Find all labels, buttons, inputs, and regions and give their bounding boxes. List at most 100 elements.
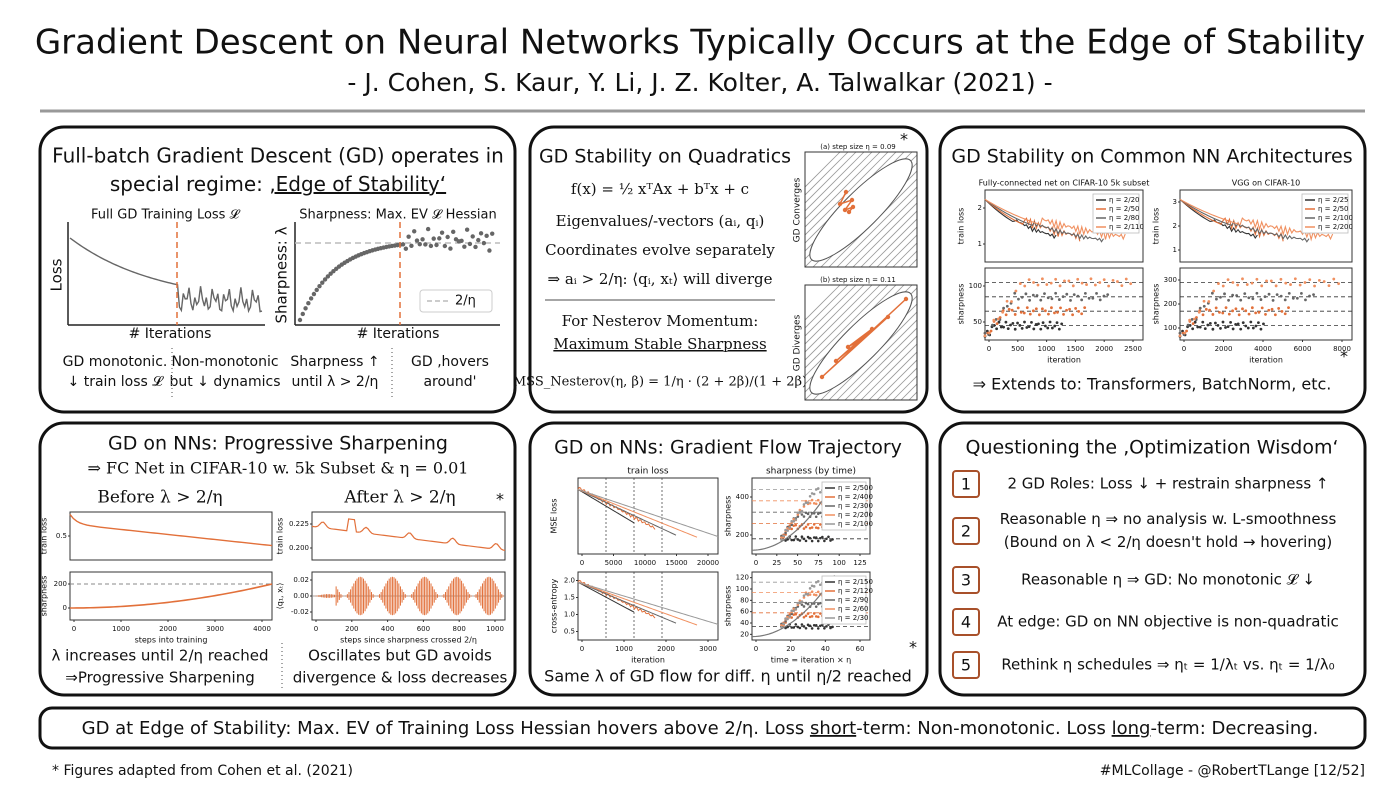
dot (1004, 313, 1008, 317)
dot (1283, 312, 1287, 316)
dot (821, 535, 824, 539)
y-tick-label: 1 (978, 240, 982, 248)
contour (836, 186, 917, 267)
legend-label: 2/η (455, 294, 476, 309)
contour (805, 152, 865, 212)
dot (792, 517, 796, 521)
dot (1234, 307, 1238, 311)
dot (1018, 282, 1022, 285)
x-tick-label: 0 (754, 645, 758, 653)
dot (1083, 291, 1087, 295)
dot (1077, 309, 1081, 313)
dot (869, 326, 875, 332)
dot (1226, 278, 1230, 282)
dot (800, 535, 804, 539)
contour (884, 234, 917, 267)
dot (297, 317, 303, 323)
dot (1270, 307, 1274, 311)
dot (1241, 307, 1244, 311)
dot (812, 523, 816, 526)
dot (792, 520, 796, 523)
dot (790, 626, 794, 629)
dot (484, 233, 489, 239)
star: * (909, 638, 917, 657)
dot (802, 615, 806, 619)
x-tick-label: 75 (814, 559, 823, 567)
y-tick-label: 0.5 (56, 532, 67, 540)
dot (784, 528, 787, 532)
contour (805, 285, 857, 337)
dot (1239, 327, 1243, 331)
dot (1210, 291, 1214, 295)
caption: GD ‚hovers (411, 354, 489, 370)
dot (1056, 311, 1059, 314)
text-line: MSS_Nesterov(η, β) = 1/η · (2 + 2β)/(1 +… (513, 375, 807, 390)
dot (819, 583, 822, 587)
dot (1206, 323, 1210, 327)
dot (1241, 321, 1245, 325)
dot (1190, 317, 1194, 321)
dot (1017, 297, 1020, 301)
y-axis-label: ⟨q₁, xₜ⟩ (276, 583, 285, 610)
dot (1283, 298, 1287, 302)
contour (836, 319, 917, 400)
dot (808, 494, 812, 498)
dot (442, 243, 448, 249)
dot (794, 612, 798, 616)
dot (428, 243, 434, 249)
caption: GD monotonic. (63, 354, 168, 370)
panel (528, 421, 929, 697)
dot (1098, 281, 1102, 284)
dot (1071, 313, 1074, 317)
dot (314, 287, 319, 293)
dot (1303, 281, 1307, 284)
dot (810, 539, 814, 543)
dot (1202, 304, 1206, 308)
y-tick-label: 200 (1164, 300, 1177, 308)
x-tick-label: 2000 (1215, 345, 1233, 353)
dot (306, 301, 311, 306)
dot (808, 615, 812, 619)
number-box (952, 517, 980, 545)
dot (476, 237, 481, 243)
dot (819, 624, 822, 628)
dot (814, 526, 818, 529)
dot (814, 580, 818, 584)
dot (843, 189, 849, 195)
dot (792, 538, 796, 542)
dot (1251, 297, 1255, 301)
x-tick-label: 125 (853, 559, 866, 567)
quadratic-plot (805, 285, 917, 400)
dot (810, 615, 814, 618)
caption: until λ > 2/η (292, 374, 379, 390)
dot (816, 627, 820, 630)
dot (790, 616, 794, 619)
dot (833, 358, 839, 364)
dot (814, 624, 818, 627)
y-tick-label: 20 (740, 630, 749, 638)
dot (816, 539, 820, 543)
dot (1267, 308, 1271, 312)
dot (1053, 324, 1057, 328)
dot (1028, 298, 1032, 302)
x-tick-label: 800 (453, 625, 466, 633)
dot (1271, 298, 1275, 302)
dot (1023, 284, 1027, 288)
dot (812, 501, 816, 505)
x-axis-label: iteration (631, 656, 665, 665)
dot (1020, 327, 1024, 330)
dot (1095, 291, 1098, 295)
dot (999, 325, 1003, 329)
legend-label: η = 2/110 (1109, 223, 1144, 231)
dot (786, 527, 789, 530)
x-tick-label: 1500 (1066, 345, 1084, 353)
dot (846, 209, 852, 215)
dot (903, 296, 909, 302)
dot (796, 538, 800, 541)
dot (1107, 284, 1111, 288)
dot (796, 515, 800, 518)
plot-title: Full GD Training Loss 𝓛 (91, 208, 241, 223)
y-axis-label: sharpness (40, 576, 49, 617)
dot (808, 536, 812, 540)
x-tick-label: 400 (381, 625, 394, 633)
